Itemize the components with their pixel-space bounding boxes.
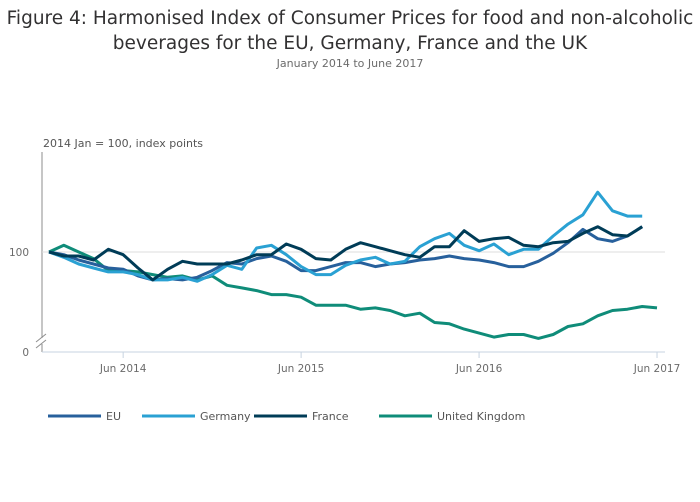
y-tick-label-100: 100 [9,247,29,259]
x-tick-label: Jun 2014 [99,363,147,375]
series-line-united-kingdom[interactable] [48,243,658,340]
axis-break-mark-2 [35,339,47,349]
y-axis-label: 2014 Jan = 100, index points [43,137,203,150]
axis-break-mark-1 [35,333,47,343]
series-line-france[interactable] [48,225,643,282]
legend-item-united-kingdom[interactable]: United Kingdom [379,410,525,423]
legend-item-france[interactable]: France [254,410,349,423]
chart-title: Figure 4: Harmonised Index of Consumer P… [0,6,700,56]
x-tick-label: Jun 2016 [455,363,503,375]
legend-label: EU [106,410,121,423]
y-tick-label-0: 0 [22,347,29,359]
legend-label: United Kingdom [437,410,525,423]
legend-item-eu[interactable]: EU [48,410,121,423]
legend-label: Germany [200,410,251,423]
legend-item-germany[interactable]: Germany [142,410,251,423]
chart-title-line-1: Figure 4: Harmonised Index of Consumer P… [6,8,694,29]
chart-title-line-2: beverages for the EU, Germany, France an… [112,33,588,54]
chart-subtitle: January 2014 to June 2017 [276,57,424,70]
x-tick-label: Jun 2015 [277,363,324,375]
x-tick-label: Jun 2017 [633,363,680,375]
legend-label: France [312,410,349,423]
